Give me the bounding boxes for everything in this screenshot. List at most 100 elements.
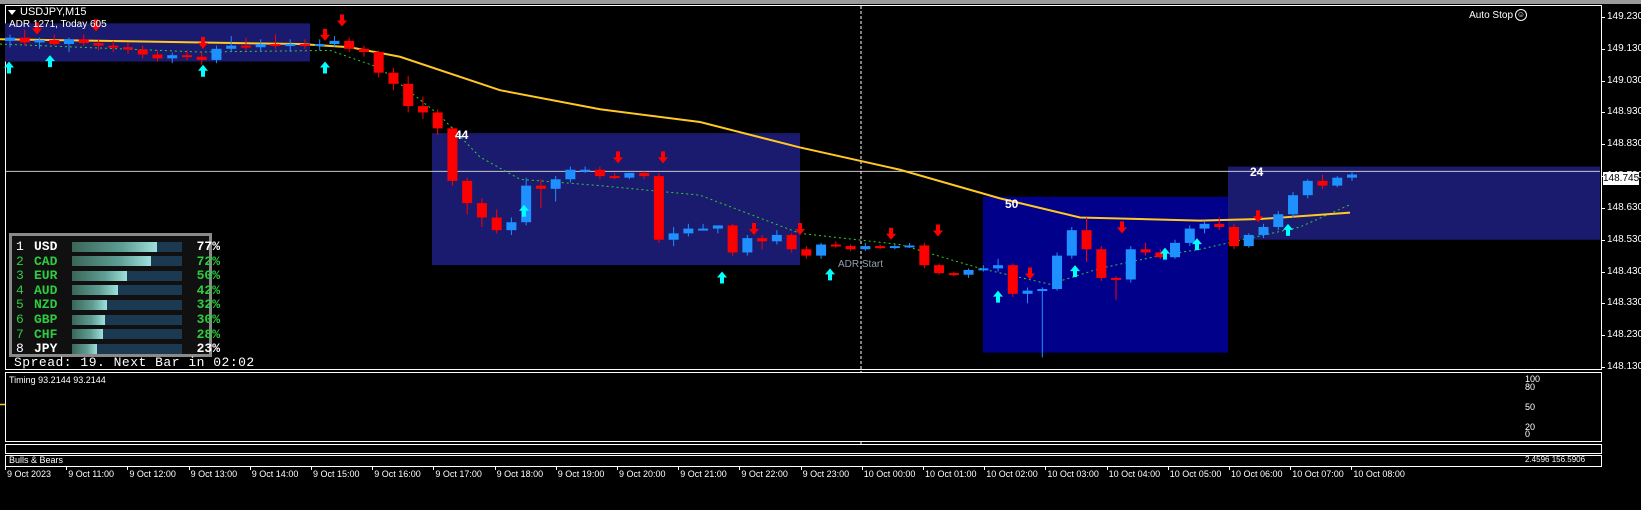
time-axis[interactable]: 9 Oct 2023 9 Oct 11:00 9 Oct 12:00 9 Oct 13… [0,466,1641,482]
strength-bar-fill [72,270,127,281]
up-arrow-icon [993,290,1003,303]
bull-candle [1125,249,1136,280]
bear-candle [845,246,856,250]
strength-bar [72,256,182,267]
bear-candle [358,48,369,52]
price-label: 148.930 [1607,106,1641,118]
down-arrow-icon [749,222,759,235]
timing-indicator-label: Timing 93.2144 93.2144 [9,375,106,385]
time-label: 10 Oct 07:00 [1292,469,1344,479]
price-tick [1601,17,1605,18]
price-axis[interactable]: 149.230 149.130 149.030 148.930 148.830 148.7… [1601,0,1641,372]
bull-candle [329,40,340,45]
down-arrow-icon [320,28,330,41]
time-tick [678,466,680,470]
time-label: 9 Oct 2023 [7,469,52,479]
strength-bar-fill [72,329,103,340]
strength-percent: 30% [196,312,220,327]
price-label: 148.430 [1607,265,1641,277]
time-label: 9 Oct 12:00 [129,469,176,479]
bulls-bears-axis-values: 2.4596 156.5906 [1525,455,1586,464]
strength-currency: NZD [34,297,58,313]
bear-candle [757,238,768,242]
bear-candle [1140,249,1151,253]
down-arrow-icon [795,222,805,235]
down-arrow-icon [933,224,943,237]
bear-candle [388,72,399,84]
time-label: 10 Oct 08:00 [1353,469,1405,479]
strength-percent: 50% [196,268,220,284]
strength-percent: 72% [196,253,220,269]
collapse-triangle-icon[interactable] [8,9,16,15]
empty-indicator-pane[interactable] [5,444,1602,454]
time-label: 9 Oct 18:00 [496,469,544,479]
time-tick [861,466,863,470]
timing-indicator-pane[interactable] [5,372,1602,442]
up-arrow-icon [825,268,835,281]
time-tick [127,466,129,470]
bear-candle [491,217,502,231]
bull-candle [816,244,827,256]
bear-candle [78,39,89,44]
strength-rank: 1 [16,239,24,254]
strength-bar-fill [72,299,108,310]
bull-candle [226,45,237,49]
strength-currency: JPY [34,341,58,357]
down-arrow-icon [32,22,42,35]
strength-currency: EUR [34,268,58,284]
strength-currency: GBP [34,312,58,327]
current-price-label: 148.745 [1603,172,1640,185]
bear-candle [948,273,959,276]
time-label: 9 Oct 13:00 [190,469,238,479]
bear-candle [462,180,473,204]
bull-candle [963,269,974,275]
strength-bar [72,270,182,281]
down-arrow-icon [886,227,896,240]
strength-currency: CHF [34,326,58,342]
chart-title[interactable]: USDJPY,M15 [8,6,86,18]
bull-candle [771,234,782,242]
time-label: 9 Oct 16:00 [374,469,421,479]
bear-candle [1317,180,1328,186]
bear-candle [108,45,119,48]
bull-candle [1332,177,1343,186]
auto-stop-label: Auto Stop [1469,9,1513,21]
price-tick [1601,303,1605,305]
bear-candle [1096,249,1107,278]
strength-rank: 3 [16,268,24,284]
bear-candle [270,44,281,47]
smiley-icon: ☺ [1515,9,1527,21]
bull-candle [1022,290,1033,294]
currency-strength-panel: 1 USD 77% 2 CAD 72% 3 EUR 50% 4 AUD 42% 5 NZD 32% 6 GBP 3… [9,233,220,357]
time-tick [1290,466,1292,470]
time-tick [739,466,741,470]
time-label: 9 Oct 22:00 [741,469,788,479]
strength-bar-fill [72,285,119,296]
strength-currency: CAD [34,253,58,269]
strength-row-chf: 7 CHF 28% [16,327,220,342]
spread-next-bar-text: Spread: 19. Next Bar in 02:02 [14,355,255,370]
price-tick [1601,335,1605,337]
bear-candle [1155,252,1166,258]
bear-candle [801,249,812,256]
auto-stop-indicator[interactable]: Auto Stop ☺ [1469,9,1527,21]
strength-bar-fill [72,241,157,252]
bottom-band [0,484,1641,510]
time-label: 10 Oct 00:00 [863,469,916,479]
price-label: 148.630 [1607,201,1641,213]
price-label: 148.330 [1607,297,1641,309]
time-label: 10 Oct 03:00 [1047,469,1099,479]
timing-level-80: 80 [1525,382,1536,392]
time-tick [1106,466,1108,470]
price-tick [1601,207,1605,209]
price-label: 149.130 [1607,42,1641,54]
price-tick [1601,271,1605,273]
strength-percent: 42% [196,282,220,298]
bulls-bears-pane[interactable] [5,455,1602,467]
bull-candle [34,39,45,43]
bear-candle [476,203,487,218]
bulls-bears-label: Bulls & Bears [9,455,64,465]
bear-candle [432,112,443,129]
strength-row-eur: 3 EUR 50% [16,268,220,283]
time-label: 9 Oct 20:00 [619,469,666,479]
